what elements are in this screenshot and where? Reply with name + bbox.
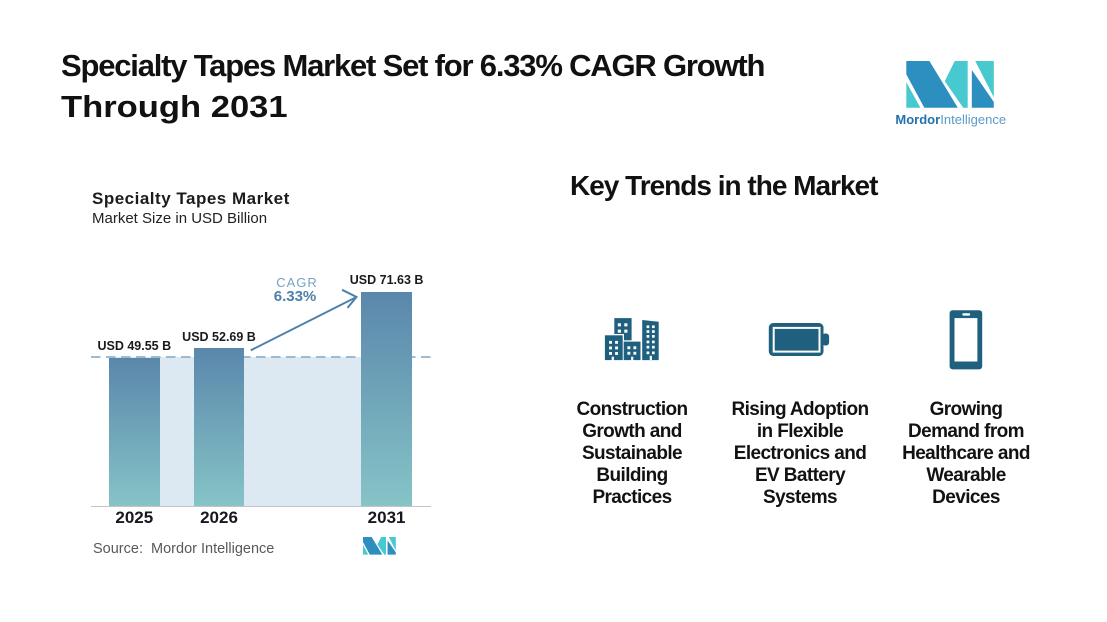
svg-text:Mordor: Mordor bbox=[895, 112, 940, 127]
svg-text:Intelligence: Intelligence bbox=[940, 112, 1006, 127]
